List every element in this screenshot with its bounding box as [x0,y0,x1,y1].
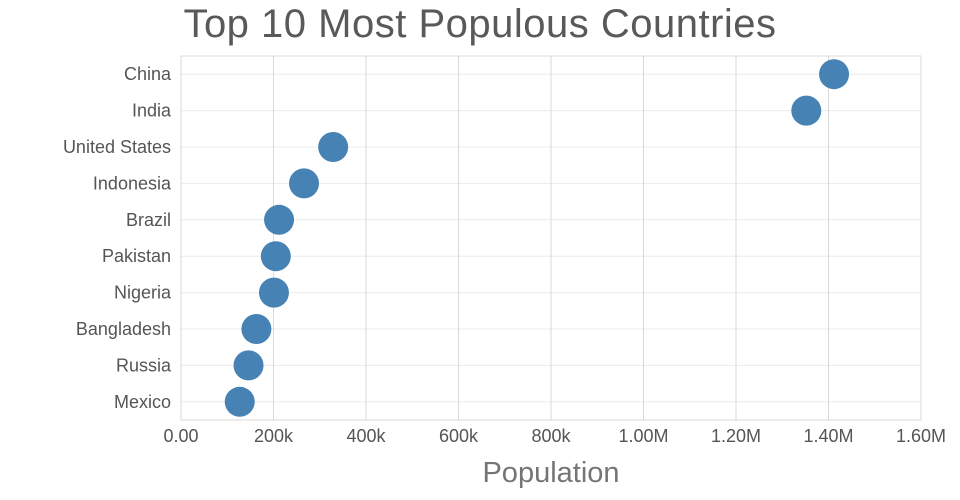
x-tick-label: 1.40M [803,426,853,446]
plot-border [180,55,922,421]
x-tick-label: 1.00M [618,426,668,446]
y-category-label: Pakistan [102,246,171,266]
data-point-united-states [318,132,349,162]
data-point-mexico [224,386,255,417]
y-category-label: United States [63,137,171,157]
x-tick-label: 200k [254,426,294,446]
x-tick-label: 1.60M [896,426,946,446]
x-tick-label: 1.20M [711,426,761,446]
x-tick-label: 0.00 [163,426,198,446]
y-category-label: Indonesia [93,173,172,193]
x-tick-label: 600k [439,426,479,446]
dot-plot: 0.00 200k 400k 600k 800k 1.00M 1.20M 1.40M 1.60M… [63,55,946,489]
data-point-bangladesh [241,314,272,344]
y-category-label: China [124,64,172,84]
y-category-label: India [132,101,172,121]
x-axis-title: Population [482,457,619,489]
data-point-brazil [264,204,295,235]
y-category-label: Nigeria [114,283,172,303]
data-point-nigeria [258,277,289,308]
y-category-label: Bangladesh [76,319,171,339]
data-point-india [791,95,822,126]
x-tick-label: 400k [346,426,386,446]
y-category-label: Russia [116,355,172,375]
data-point-pakistan [260,241,291,272]
chart-title: Top 10 Most Populous Countries [183,2,777,46]
data-point-indonesia [289,168,320,199]
data-point-china [819,59,850,90]
x-tick-label: 800k [531,426,571,446]
y-category-label: Mexico [114,392,171,412]
y-category-label: Brazil [126,210,171,230]
data-point-russia [233,350,264,381]
